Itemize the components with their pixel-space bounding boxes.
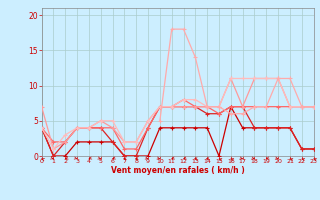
X-axis label: Vent moyen/en rafales ( km/h ): Vent moyen/en rafales ( km/h ) [111, 166, 244, 175]
